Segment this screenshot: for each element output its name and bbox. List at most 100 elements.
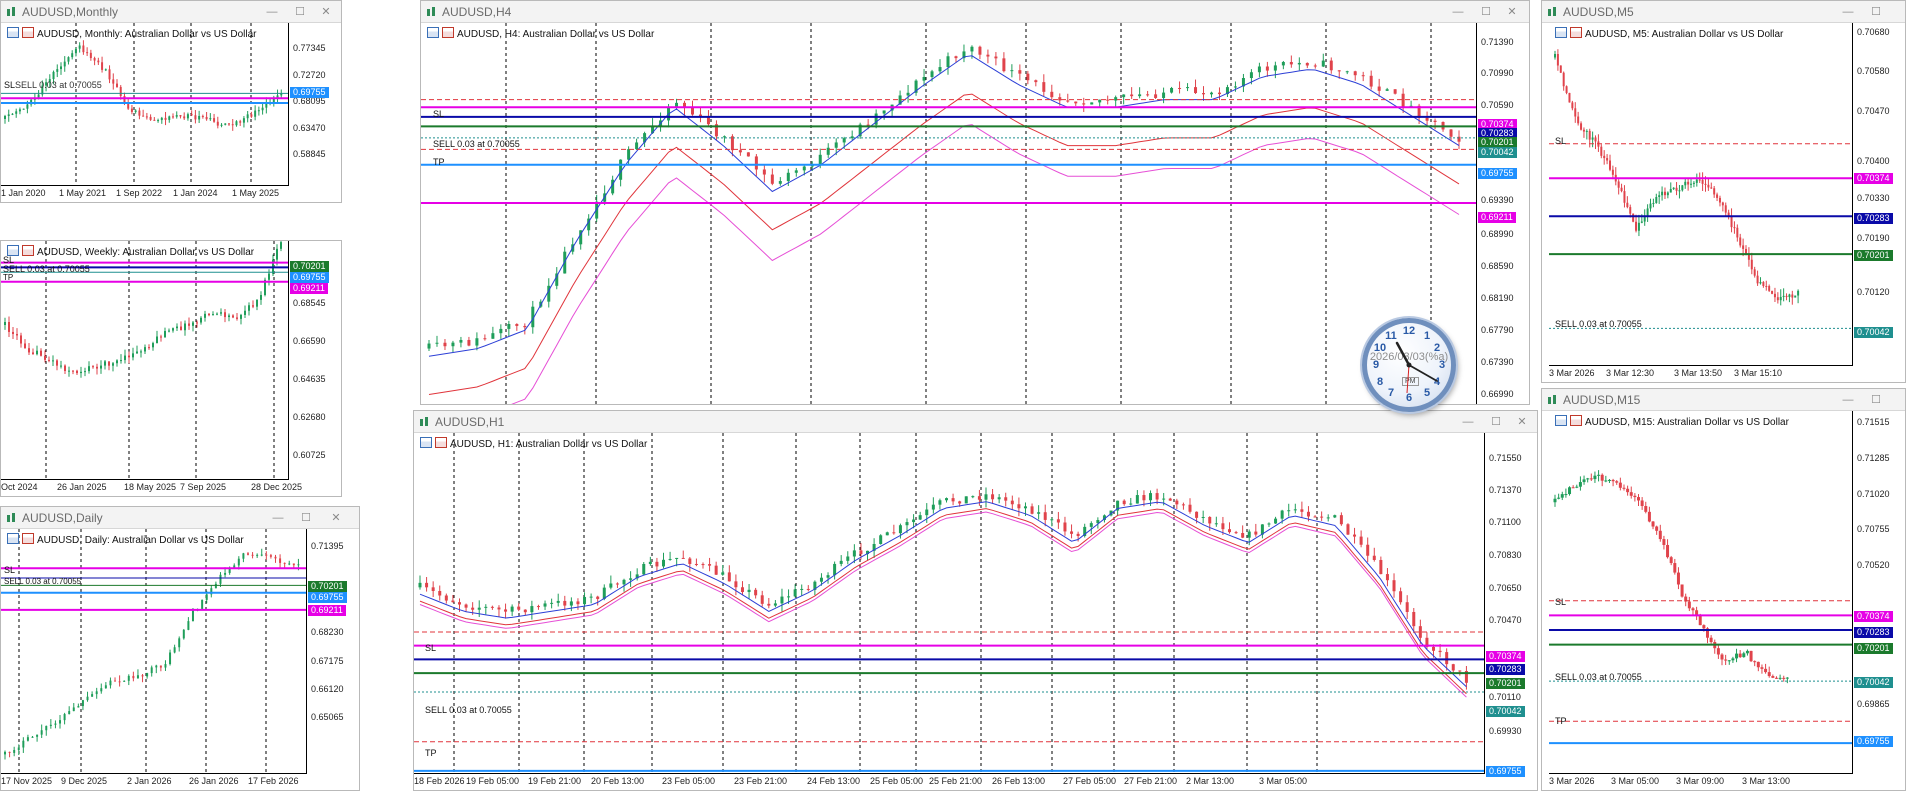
maximize-button[interactable]: ☐ — [295, 6, 305, 18]
candle-body — [1281, 62, 1285, 66]
title-bar[interactable]: AUDUSD,H4 — ☐ ✕ — [421, 1, 1529, 23]
candle-body — [1721, 202, 1724, 206]
maximize-button[interactable]: ☐ — [1871, 6, 1881, 18]
candle-body — [1736, 227, 1739, 238]
price-scale[interactable]: 0.70201 0.69755 0.69211 0.68545 0.66590 … — [288, 241, 341, 496]
candle-body — [160, 336, 162, 338]
price-scale[interactable]: 0.71550 0.71370 0.71100 0.70830 0.70650 … — [1484, 433, 1537, 790]
price-tick: 0.65065 — [311, 712, 344, 722]
price-chart[interactable]: AUDUSD, M15: Australian Dollar vs US Dol… — [1549, 411, 1905, 790]
candle-body — [457, 602, 461, 605]
candle-body — [1554, 54, 1556, 58]
desktop-clock-widget[interactable]: 12 1 2 3 4 5 6 7 8 9 10 11 2026/03/03(%a… — [1362, 318, 1456, 412]
price-chart[interactable]: AUDUSD, Daily: Australian Dollar vs US D… — [1, 529, 359, 790]
price-scale[interactable]: 0.71395 0.70201 0.69755 0.69211 0.68230 … — [306, 529, 359, 790]
minimize-button[interactable]: — — [1452, 6, 1464, 18]
candle-body — [619, 159, 623, 180]
chart-window-h1[interactable]: AUDUSD,H1 — ☐ ✕ AUDUSD, H1: Australian D… — [413, 410, 1538, 791]
chart-window-m15[interactable]: AUDUSD,M15 — ☐ AUDUSD, M15: Australian D… — [1541, 388, 1906, 791]
candle-body — [1681, 185, 1684, 191]
candle-body — [1606, 158, 1609, 161]
candle-body — [1425, 637, 1429, 647]
close-button[interactable]: ✕ — [1507, 6, 1517, 18]
minimize-button[interactable]: — — [1842, 394, 1854, 406]
time-scale[interactable]: Oct 2024 26 Jan 2025 18 May 2025 7 Sep 2… — [1, 479, 302, 496]
candle-body — [1399, 591, 1403, 603]
candle-body — [251, 554, 254, 556]
candle-body — [191, 610, 194, 622]
title-bar[interactable]: AUDUSD,Monthly — ☐ ✕ — [1, 1, 341, 23]
candle-body — [1313, 65, 1317, 67]
price-scale[interactable]: 0.70680 0.70580 0.70470 0.70400 0.70374 … — [1852, 23, 1905, 382]
chart-window-weekly[interactable]: AUDUSD, Weekly: Australian Dollar vs US … — [0, 240, 342, 497]
candle-body — [1629, 492, 1633, 496]
title-bar[interactable]: AUDUSD,M5 — ☐ — [1542, 1, 1905, 23]
close-button[interactable]: ✕ — [331, 512, 341, 524]
time-scale[interactable]: 1 Jan 2020 1 May 2021 1 Sep 2022 1 Jan 2… — [1, 185, 289, 202]
price-chart[interactable]: AUDUSD, Monthly: Australian Dollar vs US… — [1, 23, 341, 202]
candle-body — [76, 370, 78, 374]
close-button[interactable]: ✕ — [1517, 416, 1527, 428]
candle-body — [155, 665, 158, 668]
data-window-icon — [1570, 415, 1582, 426]
candle-body — [515, 324, 519, 326]
price-tick: 0.70400 — [1857, 156, 1890, 166]
candle-body — [1702, 625, 1706, 629]
candle-body — [8, 751, 11, 753]
chart-window-m5[interactable]: AUDUSD,M5 — ☐ AUDUSD, M5: Australian Dol… — [1541, 0, 1906, 383]
candle-body — [1705, 628, 1709, 638]
time-tick: 17 Nov 2025 — [1, 776, 53, 786]
candle-body — [123, 680, 126, 682]
price-scale[interactable]: 0.71390 0.70990 0.70590 0.70374 0.70283 … — [1476, 23, 1529, 404]
price-chart[interactable]: AUDUSD, H4: Australian Dollar vs US Doll… — [421, 23, 1529, 404]
minimize-button[interactable]: — — [266, 6, 278, 18]
sl-label: SL — [1555, 597, 1567, 607]
price-chart[interactable]: AUDUSD, H1: Australian Dollar vs US Doll… — [414, 433, 1537, 790]
price-chart[interactable]: AUDUSD, M5: Australian Dollar vs US Doll… — [1549, 23, 1905, 382]
candle-body — [609, 583, 613, 588]
candle-body — [164, 331, 166, 338]
chart-window-monthly[interactable]: AUDUSD,Monthly — ☐ ✕ AUDUSD, Monthly: Au… — [0, 0, 342, 203]
candle-body — [1678, 190, 1681, 192]
title-bar[interactable]: AUDUSD,M15 — ☐ — [1542, 389, 1905, 411]
title-bar[interactable]: AUDUSD,Daily — ☐ ✕ — [1, 507, 359, 529]
time-scale[interactable]: 3 Mar 2026 3 Mar 05:00 3 Mar 09:00 3 Mar… — [1549, 773, 1853, 790]
candle-body — [833, 563, 837, 576]
candle-body — [276, 248, 278, 260]
chart-window-daily[interactable]: AUDUSD,Daily — ☐ ✕ AUDUSD, Daily: Austra… — [0, 506, 360, 791]
candle-body — [1562, 72, 1565, 87]
clock-number: 6 — [1405, 392, 1413, 404]
minimize-button[interactable]: — — [1842, 6, 1854, 18]
minimize-button[interactable]: — — [1462, 416, 1474, 428]
candle-body — [1626, 202, 1629, 208]
maximize-button[interactable]: ☐ — [1481, 6, 1491, 18]
time-scale[interactable]: 18 Feb 2026 19 Feb 05:00 19 Feb 21:00 20… — [414, 773, 1485, 790]
minimize-button[interactable]: — — [272, 512, 284, 524]
candle-body — [116, 360, 118, 364]
candle-body — [237, 558, 240, 566]
chart-window-h4[interactable]: AUDUSD,H4 — ☐ ✕ AUDUSD, H4: Australian D… — [420, 0, 1530, 405]
maximize-button[interactable]: ☐ — [1491, 416, 1501, 428]
title-bar[interactable]: AUDUSD,H1 — ☐ ✕ — [414, 411, 1537, 433]
price-scale[interactable]: 0.71515 0.71285 0.71020 0.70755 0.70520 … — [1852, 411, 1905, 790]
close-button[interactable]: ✕ — [321, 6, 331, 18]
candle-body — [1765, 285, 1768, 287]
candle-body — [280, 242, 282, 249]
candle-body — [1170, 87, 1174, 93]
candle-body — [1684, 596, 1688, 602]
candle-body — [635, 142, 639, 150]
candle-body — [1593, 475, 1597, 480]
price-scale[interactable]: 0.77345 0.72720 0.68095 0.63470 0.58845 … — [288, 23, 341, 202]
price-tag: 0.69211 — [308, 605, 346, 616]
maximize-button[interactable]: ☐ — [301, 512, 311, 524]
candle-body — [1571, 102, 1574, 109]
candle-body — [1168, 498, 1172, 501]
candle-body — [1663, 191, 1666, 196]
time-scale[interactable]: 3 Mar 2026 3 Mar 12:30 3 Mar 13:50 3 Mar… — [1549, 365, 1853, 382]
price-tag: 0.70374 — [1478, 119, 1517, 130]
price-chart[interactable]: AUDUSD, Weekly: Australian Dollar vs US … — [1, 241, 341, 496]
candle-body — [26, 737, 29, 741]
time-scale[interactable]: 17 Nov 2025 9 Dec 2025 2 Jan 2026 26 Jan… — [1, 773, 307, 790]
candle-body — [914, 80, 918, 93]
maximize-button[interactable]: ☐ — [1871, 394, 1881, 406]
